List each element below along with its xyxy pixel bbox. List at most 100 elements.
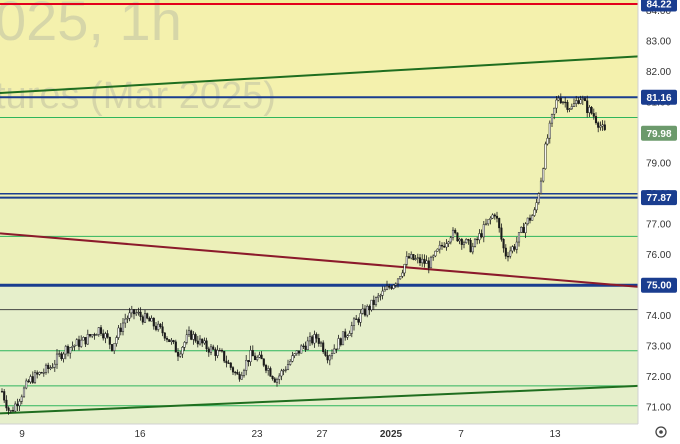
candle-body-14 — [31, 376, 34, 383]
candle-body-182 — [401, 272, 404, 277]
candle-body-99 — [218, 350, 221, 352]
candle-body-50 — [110, 344, 114, 351]
current-price-label: 79.98 — [646, 129, 671, 140]
candle-body-198 — [436, 248, 439, 252]
candle-body-207 — [456, 232, 459, 242]
candle-body-31 — [69, 347, 72, 354]
candle-body-153 — [337, 338, 340, 350]
candle-body-247 — [544, 143, 547, 169]
candle-body-96 — [212, 346, 215, 350]
candle-body-151 — [333, 348, 336, 354]
candle-body-37 — [82, 337, 85, 341]
candle-body-15 — [33, 372, 37, 383]
candle-body-72 — [159, 323, 162, 327]
candle-body-141 — [311, 336, 314, 344]
candle-body-114 — [251, 350, 254, 357]
candle-body-255 — [561, 101, 565, 104]
candle-body-191 — [421, 258, 424, 264]
candle-body-23 — [51, 366, 54, 369]
candle-body-111 — [245, 360, 248, 371]
candle-body-70 — [154, 325, 158, 330]
candle-body-110 — [242, 370, 246, 376]
candle-body-230 — [506, 255, 510, 258]
candle-body-199 — [438, 244, 441, 250]
candle-body-143 — [315, 334, 318, 339]
candle-body-251 — [553, 107, 556, 115]
candle-body-113 — [249, 350, 252, 363]
candle-body-27 — [60, 353, 63, 359]
candle-body-192 — [423, 258, 426, 264]
time-axis[interactable]: 9 16 23 27 2025 7 13 — [19, 429, 561, 440]
candle-body-74 — [163, 332, 166, 339]
candle-body-29 — [64, 346, 67, 355]
candle-body-9 — [20, 396, 23, 402]
candle-body-225 — [495, 215, 499, 219]
candle-body-145 — [319, 342, 323, 344]
candle-body-132 — [291, 355, 294, 362]
level-badge-0 — [641, 0, 677, 12]
candle-body-242 — [533, 209, 536, 216]
candle-body-214 — [471, 246, 474, 253]
candle-body-206 — [454, 229, 457, 234]
candle-body-71 — [157, 323, 160, 330]
candle-body-0 — [0, 391, 4, 393]
candle-body-263 — [579, 99, 582, 104]
candle-body-193 — [425, 260, 428, 264]
candle-body-165 — [363, 308, 367, 316]
candle-body-38 — [84, 337, 87, 345]
candle-body-266 — [586, 100, 589, 113]
candle-body-47 — [104, 333, 107, 339]
candle-body-42 — [93, 334, 96, 336]
candle-body-174 — [383, 289, 386, 292]
candle-body-259 — [570, 106, 573, 110]
candle-body-68 — [150, 317, 153, 322]
candle-body-144 — [317, 337, 320, 344]
candle-body-112 — [247, 360, 250, 363]
candle-body-180 — [396, 278, 400, 285]
candle-body-67 — [148, 317, 151, 322]
candle-body-158 — [348, 333, 351, 337]
candle-body-129 — [284, 369, 287, 371]
candle-body-30 — [66, 346, 70, 354]
candle-body-161 — [355, 318, 358, 320]
candle-body-62 — [137, 311, 140, 314]
candle-body-115 — [253, 355, 257, 360]
time-tick-1: 16 — [134, 429, 146, 440]
candle-body-77 — [170, 340, 173, 342]
candle-body-252 — [555, 99, 558, 109]
watermark: 025, 1h tures (Mar 2025) — [0, 0, 276, 117]
candle-body-21 — [47, 364, 50, 369]
candle-body-139 — [306, 340, 309, 350]
candle-body-168 — [370, 299, 373, 311]
candle-body-154 — [339, 338, 342, 346]
time-tick-2: 23 — [251, 429, 263, 440]
time-tick-6: 13 — [549, 429, 561, 440]
candle-body-171 — [377, 295, 380, 298]
candle-body-128 — [282, 369, 285, 372]
candle-body-36 — [80, 339, 83, 347]
candle-body-7 — [16, 403, 19, 406]
candle-body-272 — [599, 125, 602, 128]
candle-body-194 — [427, 260, 430, 269]
current-price-badge — [641, 125, 677, 141]
candle-body-101 — [223, 350, 226, 362]
candle-body-274 — [603, 124, 606, 130]
price-tick-8: 79.00 — [646, 159, 671, 170]
candle-body-131 — [289, 361, 292, 365]
candle-body-123 — [271, 376, 274, 380]
settings-icon[interactable] — [655, 426, 667, 438]
candle-body-135 — [297, 350, 301, 354]
candles — [0, 93, 606, 415]
candle-body-179 — [394, 283, 397, 286]
candle-body-75 — [165, 338, 169, 340]
candle-body-136 — [300, 345, 303, 354]
candle-body-119 — [262, 358, 265, 366]
candle-body-33 — [73, 344, 76, 347]
candle-body-169 — [372, 299, 375, 305]
candle-body-232 — [511, 246, 514, 252]
candle-body-90 — [198, 338, 202, 345]
candle-body-13 — [29, 376, 32, 383]
candle-body-148 — [326, 355, 329, 361]
